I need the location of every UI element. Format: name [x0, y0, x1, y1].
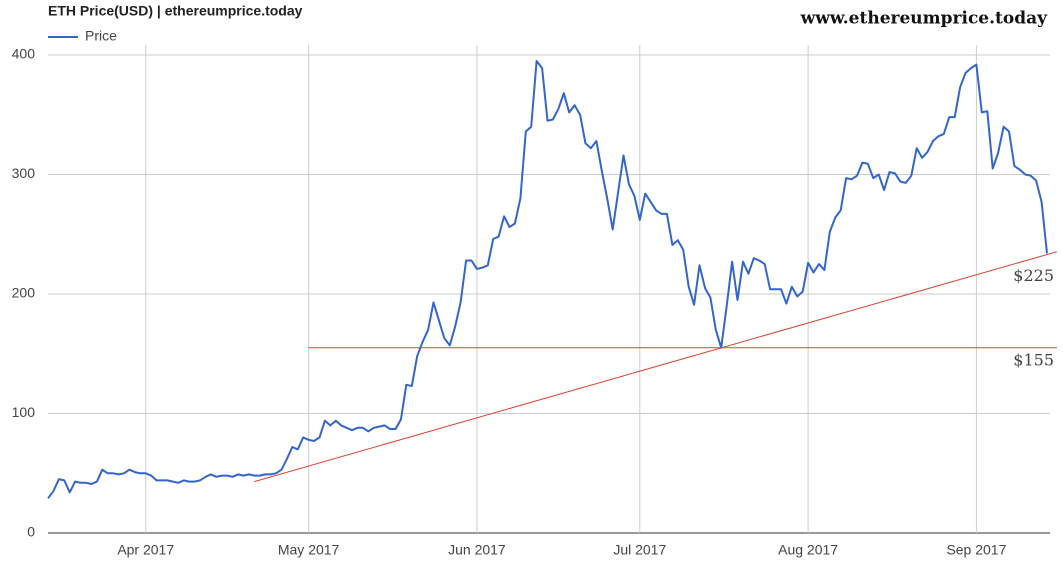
x-tick-label: Aug 2017: [778, 542, 838, 558]
y-tick-label: 200: [12, 285, 36, 301]
y-tick-label: 400: [12, 46, 36, 62]
annotation-label: $155: [1013, 350, 1054, 369]
x-tick-label: Jul 2017: [613, 542, 666, 558]
y-tick-label: 300: [12, 165, 36, 181]
x-tick-label: Sep 2017: [946, 542, 1006, 558]
annotation-line: [254, 251, 1058, 483]
y-tick-label: 100: [12, 404, 36, 420]
annotation-label: $225: [1013, 266, 1054, 285]
y-tick-label: 0: [27, 524, 35, 540]
watermark: www.ethereumprice.today: [800, 9, 1049, 29]
x-tick-label: Jun 2017: [448, 542, 506, 558]
chart-title: ETH Price(USD) | ethereumprice.today: [48, 3, 303, 19]
price-line: [47, 60, 1048, 499]
legend-label: Price: [85, 28, 117, 44]
x-tick-label: Apr 2017: [117, 542, 174, 558]
x-tick-label: May 2017: [278, 542, 340, 558]
